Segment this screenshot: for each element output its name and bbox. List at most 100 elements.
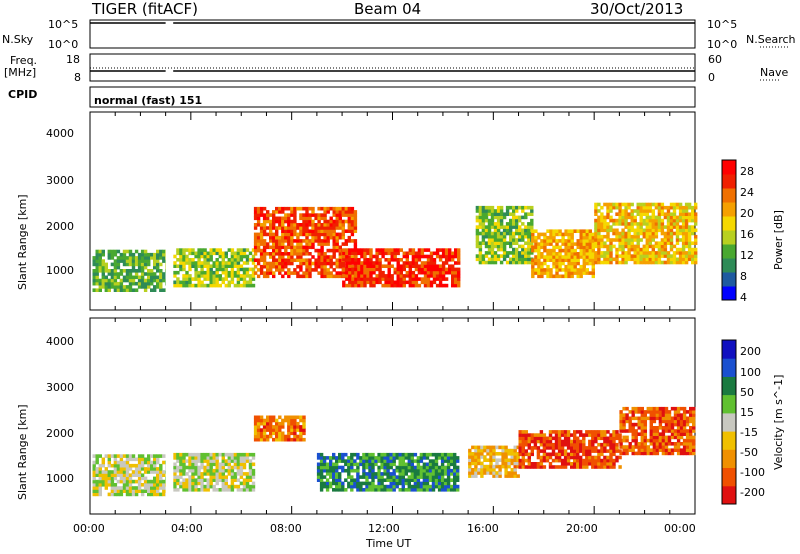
echo-cell-1-3 [404, 488, 408, 492]
echo-cell-0-1 [221, 261, 225, 265]
echo-cell-1-0 [92, 470, 96, 474]
echo-cell-1-3 [338, 478, 342, 482]
echo-cell-0-3 [405, 251, 409, 256]
echo-cell-1-3 [319, 478, 324, 482]
echo-cell-0-0 [143, 262, 148, 267]
echo-cell-0-2 [314, 223, 318, 227]
echo-cell-0-1 [242, 267, 247, 272]
echo-cell-0-2 [262, 229, 267, 233]
echo-cell-0-5 [588, 258, 592, 262]
echo-cell-0-3 [423, 261, 428, 265]
echo-cell-0-1 [245, 254, 250, 259]
echo-cell-0-6 [657, 209, 662, 213]
echo-cell-0-5 [540, 261, 544, 266]
echo-cell-0-6 [694, 238, 698, 242]
echo-cell-0-0 [95, 252, 99, 257]
echo-cell-1-3 [383, 459, 387, 463]
echo-cell-1-5 [530, 436, 534, 441]
echo-cell-0-6 [669, 260, 674, 265]
echo-cell-1-5 [545, 455, 550, 460]
echo-cell-0-3 [393, 267, 397, 272]
echo-cell-1-1 [215, 468, 219, 473]
echo-cell-1-2 [278, 421, 282, 426]
echo-cell-0-1 [197, 274, 201, 278]
echo-cell-1-6 [640, 426, 644, 430]
echo-cell-0-6 [609, 241, 613, 245]
echo-cell-0-2 [262, 264, 267, 269]
echo-cell-1-3 [371, 465, 375, 470]
echo-cell-1-1 [218, 465, 222, 470]
echo-cell-0-6 [606, 212, 610, 216]
echo-cell-0-6 [618, 254, 622, 258]
echo-cell-0-3 [342, 248, 346, 252]
echo-cell-0-6 [621, 222, 625, 226]
echo-cell-0-3 [351, 280, 355, 285]
echo-cell-0-2 [262, 232, 267, 237]
echo-cell-1-5 [521, 430, 525, 434]
echo-cell-0-5 [579, 248, 583, 253]
echo-cell-1-6 [667, 451, 672, 456]
echo-cell-1-3 [419, 465, 424, 470]
echo-cell-0-1 [179, 280, 183, 285]
echo-cell-1-6 [685, 416, 690, 421]
echo-cell-0-5 [543, 261, 547, 266]
echo-cell-1-0 [128, 457, 133, 462]
echo-cell-1-3 [332, 462, 336, 467]
echo-cell-0-2 [262, 274, 267, 279]
echo-cell-0-6 [660, 225, 665, 229]
echo-cell-1-0 [140, 463, 145, 468]
echo-cell-0-0 [101, 265, 105, 270]
echo-cell-1-0 [95, 470, 99, 474]
echo-cell-1-1 [179, 452, 183, 457]
echo-cell-0-6 [639, 257, 643, 262]
echo-cell-0-2 [269, 264, 273, 269]
echo-cell-0-0 [95, 262, 99, 267]
echo-cell-1-6 [634, 410, 638, 414]
echo-cell-1-3 [386, 488, 390, 492]
echo-cell-0-5 [564, 274, 568, 279]
echo-cell-0-3 [396, 274, 400, 278]
echo-cell-1-1 [188, 456, 192, 460]
echo-cell-0-2 [262, 213, 267, 217]
echo-cell-0-3 [351, 251, 355, 256]
echo-cell-0-4 [475, 254, 480, 258]
echo-cell-0-1 [218, 261, 222, 265]
echo-cell-0-3 [457, 274, 461, 278]
echo-cell-1-1 [197, 475, 201, 479]
echo-cell-1-0 [159, 470, 163, 474]
echo-cell-0-0 [159, 288, 163, 292]
echo-cell-0-2 [266, 261, 270, 266]
x-axis-label: Time UT [366, 537, 412, 550]
echo-cell-1-4 [498, 452, 502, 456]
echo-cell-0-4 [493, 254, 498, 258]
echo-cell-0-4 [496, 212, 501, 216]
echo-cell-0-0 [162, 272, 166, 276]
echo-cell-0-6 [630, 257, 634, 262]
echo-cell-0-6 [663, 225, 668, 229]
echo-cell-0-0 [128, 272, 133, 276]
echo-cell-1-2 [262, 431, 267, 436]
echo-cell-1-5 [563, 458, 568, 463]
echo-cell-1-5 [594, 449, 598, 453]
echo-cell-0-1 [239, 248, 244, 252]
echo-cell-0-6 [594, 212, 598, 216]
echo-cell-1-3 [401, 465, 405, 470]
echo-cell-0-6 [687, 218, 692, 223]
echo-cell-1-3 [398, 468, 402, 473]
echo-cell-0-0 [159, 275, 163, 280]
echo-cell-1-1 [197, 478, 201, 482]
echo-cell-0-3 [451, 264, 455, 268]
echo-cell-1-5 [524, 430, 528, 434]
echo-cell-0-2 [344, 242, 348, 246]
p2-colorbar-swatch-4 [722, 412, 736, 432]
echo-cell-1-6 [643, 438, 647, 443]
top-panel-traces [90, 22, 790, 81]
echo-cell-0-5 [567, 274, 571, 279]
echo-cell-0-4 [518, 238, 522, 242]
echo-cell-1-6 [676, 426, 681, 430]
echo-cell-0-6 [612, 218, 616, 223]
echo-cell-1-6 [670, 422, 675, 427]
echo-cell-1-3 [386, 452, 390, 457]
echo-cell-1-3 [395, 452, 399, 457]
echo-cell-1-6 [619, 416, 623, 421]
